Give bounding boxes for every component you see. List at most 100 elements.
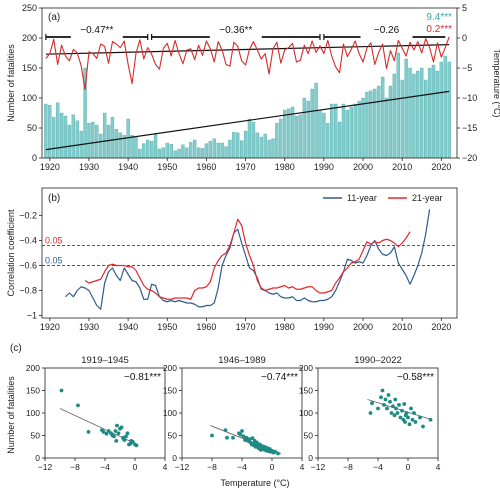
y2-tick-label: −5	[462, 63, 472, 73]
fatality-bar	[337, 121, 342, 159]
scatter-point	[134, 443, 139, 448]
scatter-point	[403, 420, 407, 424]
panel-b-axes: 1920 1930 1940 1950 1960 1970 1980 1990 2000 2010…	[19, 211, 451, 333]
x-tick-label: 1920	[40, 162, 60, 172]
y-tick-label: 50	[168, 431, 178, 441]
fatality-bar	[286, 108, 291, 159]
legend-21-year-label: 21-year	[412, 193, 443, 203]
fatality-bar	[330, 103, 334, 159]
scatter-point	[240, 429, 244, 433]
fatality-bar	[404, 58, 408, 159]
fatality-bar	[396, 52, 400, 159]
fatality-bar	[306, 100, 310, 159]
scatter-point	[413, 420, 418, 424]
y-tick-label: 100	[163, 408, 177, 418]
fatality-bar	[220, 142, 224, 159]
scatter-point	[418, 415, 422, 420]
scatter-point	[428, 417, 433, 422]
scatter-point	[244, 435, 249, 440]
y-tick-label: 250	[22, 3, 37, 13]
fatality-trend-label: 9.4***	[426, 12, 452, 23]
fatality-bar	[271, 138, 275, 159]
fatality-bar	[153, 133, 158, 159]
scatter-point	[388, 399, 392, 404]
y2-tick-label: −15	[462, 123, 477, 133]
scatter-point	[400, 408, 404, 413]
x-tick-label: 1980	[275, 322, 295, 332]
y2-tick-label: 5	[462, 3, 467, 13]
scatter-point	[113, 429, 118, 433]
y-tick-label: 200	[299, 363, 313, 373]
scatter-point	[76, 403, 80, 408]
y-tick-label: 200	[163, 363, 177, 373]
scatter-point	[391, 404, 395, 409]
panel-b: 0.05 0.05 1920 1930 1940 1950 1960 1970 1980 199…	[6, 187, 458, 333]
fatality-bar	[263, 133, 267, 159]
y-tick-label: 150	[22, 63, 37, 73]
scatter-point	[124, 434, 128, 439]
fatality-bar	[423, 79, 428, 159]
scatter-point	[122, 438, 127, 442]
fatality-bar	[236, 132, 240, 159]
panel-a-ylabel-left: Number of fatalities	[6, 44, 16, 122]
x-tick-label: 1990	[314, 322, 334, 332]
y-tick-label: 150	[299, 386, 313, 396]
fatality-bar	[161, 147, 166, 159]
fatality-bar	[251, 121, 256, 159]
fatality-bar	[169, 144, 173, 159]
fatality-bar	[302, 97, 306, 159]
scatter-point	[379, 395, 383, 400]
fatality-bar	[384, 97, 389, 159]
x-tick-label: 4	[436, 462, 441, 472]
fatality-bar	[185, 147, 189, 159]
fatality-bar	[181, 144, 185, 159]
x-tick-label: 1940	[118, 322, 138, 332]
scatter-point	[407, 422, 412, 427]
period-correlation-label: −0.47**	[80, 25, 113, 36]
scatter-subplots: 1919–1945−0.81***−12 −8 −4 0 405010015020019…	[26, 355, 441, 472]
y-tick-label: 150	[163, 386, 177, 396]
scatter-point	[394, 406, 398, 411]
subplot-title: 1946–1989	[218, 355, 266, 366]
scatter-point	[385, 406, 389, 411]
fatality-bars	[44, 52, 451, 159]
scatter-point	[404, 411, 409, 415]
threshold-label: 0.05	[45, 256, 63, 266]
scatter-point	[410, 417, 415, 422]
fatality-bar	[55, 102, 60, 159]
x-tick-label: −8	[343, 462, 353, 472]
x-tick-label: 1950	[157, 322, 177, 332]
fatality-bar	[212, 138, 216, 159]
scatter-point	[231, 435, 235, 440]
fatality-bar	[255, 132, 260, 159]
scatter-point	[421, 424, 425, 429]
scatter-point	[380, 388, 385, 393]
y2-tick-label: −20	[462, 153, 477, 163]
period-label-background	[70, 22, 123, 40]
fatality-bar	[126, 118, 130, 159]
y-tick-label: 0	[172, 453, 177, 463]
fatality-bar	[130, 135, 134, 159]
correlation-21-year-line	[84, 218, 411, 300]
fatality-bar	[243, 130, 248, 159]
fatality-bar	[294, 115, 299, 159]
scatter-point	[383, 397, 388, 402]
y-tick-label: −0.2	[19, 211, 37, 221]
panel-c-label: (c)	[10, 343, 22, 354]
fatality-trend-line	[45, 90, 450, 151]
x-tick-label: −12	[38, 462, 53, 472]
x-tick-label: 1930	[79, 162, 99, 172]
subplot-title: 1990–2022	[354, 355, 402, 366]
fatality-bar	[310, 88, 314, 159]
panel-c-xlabel: Temperature (°C)	[220, 478, 289, 488]
scatter-point	[115, 423, 119, 428]
x-tick-label: 1980	[275, 162, 295, 172]
fatality-bar	[435, 70, 440, 159]
y-tick-label: 50	[27, 123, 37, 133]
scatter-point	[382, 403, 386, 407]
x-tick-label: −8	[70, 462, 80, 472]
x-tick-label: 2000	[353, 322, 373, 332]
subplot-title: 1919–1945	[81, 355, 129, 366]
correlation-lines	[65, 209, 431, 310]
